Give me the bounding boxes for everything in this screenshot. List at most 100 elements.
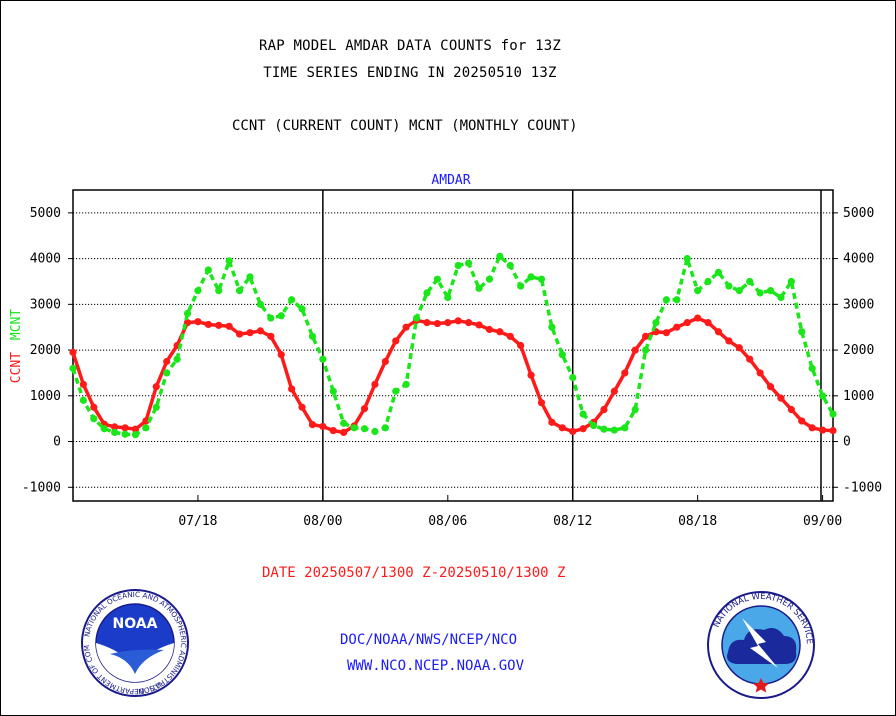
data-point-ccnt xyxy=(329,426,337,435)
data-point-ccnt xyxy=(308,421,317,429)
data-point-ccnt xyxy=(381,357,389,366)
data-point-mcnt xyxy=(569,373,577,382)
data-point-mcnt xyxy=(694,287,702,295)
y-axis-label-ccnt: CCNT xyxy=(9,352,24,383)
data-point-mcnt xyxy=(579,410,587,418)
data-point-ccnt xyxy=(642,332,650,340)
series xyxy=(69,252,837,439)
data-point-ccnt xyxy=(704,319,712,327)
y-tick-label-right: 3000 xyxy=(843,297,874,312)
data-point-ccnt xyxy=(735,344,743,352)
data-point-mcnt xyxy=(235,287,244,295)
data-point-mcnt xyxy=(485,275,494,283)
data-point-mcnt xyxy=(371,427,379,436)
data-point-ccnt xyxy=(204,320,212,329)
date-range: DATE 20250507/1300 Z-20250510/1300 Z xyxy=(262,565,566,581)
data-point-mcnt xyxy=(610,426,618,434)
data-point-mcnt xyxy=(215,287,223,295)
data-point-mcnt xyxy=(756,289,764,297)
series-line-mcnt xyxy=(71,254,835,437)
data-point-ccnt xyxy=(111,423,119,431)
y-axis-right: -1000 0 1000 2000 3000 4000 5000 xyxy=(833,206,882,495)
data-point-ccnt xyxy=(360,405,369,413)
data-point-mcnt xyxy=(829,410,837,418)
data-point-ccnt xyxy=(256,327,264,335)
y-tick-label-right: 1000 xyxy=(843,389,874,404)
data-point-ccnt xyxy=(298,403,306,411)
noaa-logo-icon: NOAA NATIONAL OCEANIC AND ATMOSPHERIC AD… xyxy=(80,588,189,697)
data-point-mcnt xyxy=(537,275,546,283)
data-point-ccnt xyxy=(131,425,140,433)
data-point-mcnt xyxy=(496,252,504,260)
data-point-mcnt xyxy=(621,424,629,432)
data-point-ccnt xyxy=(746,355,754,363)
data-point-mcnt xyxy=(475,284,483,292)
data-point-mcnt xyxy=(465,259,473,267)
y-tick-label-left: 1000 xyxy=(30,389,61,404)
panel-label: AMDAR xyxy=(431,173,470,188)
grid-lines xyxy=(73,212,833,488)
data-point-mcnt xyxy=(329,387,337,395)
data-point-mcnt xyxy=(600,425,608,433)
data-point-mcnt xyxy=(246,273,254,281)
data-point-mcnt xyxy=(319,355,327,363)
data-point-mcnt xyxy=(90,415,98,423)
data-point-mcnt xyxy=(308,332,317,340)
data-point-ccnt xyxy=(423,319,431,327)
data-point-ccnt xyxy=(142,417,150,425)
data-point-ccnt xyxy=(756,369,764,377)
data-point-mcnt xyxy=(111,428,119,436)
data-point-mcnt xyxy=(350,424,358,432)
y-axis-label-mcnt: MCNT xyxy=(9,309,24,340)
data-point-ccnt xyxy=(621,369,629,377)
y-tick-label-left: 4000 xyxy=(30,252,61,267)
doc-link[interactable]: DOC/NOAA/NWS/NCEP/NCO xyxy=(340,632,518,648)
x-axis: 07/18 08/00 08/06 08/12 08/18 09/00 xyxy=(178,495,842,529)
data-point-ccnt xyxy=(163,357,171,366)
chart-subtitle: TIME SERIES ENDING IN 20250510 13Z xyxy=(263,65,557,81)
data-point-ccnt xyxy=(392,337,400,345)
data-point-ccnt xyxy=(610,387,618,395)
data-point-ccnt xyxy=(444,319,452,327)
plot-area xyxy=(72,189,834,502)
data-point-mcnt xyxy=(506,261,514,270)
data-point-mcnt xyxy=(818,392,827,400)
data-point-mcnt xyxy=(725,282,733,290)
data-point-ccnt xyxy=(527,371,535,379)
data-point-ccnt xyxy=(485,325,494,334)
data-point-mcnt xyxy=(360,425,369,433)
x-tick-label: 08/06 xyxy=(428,514,467,529)
data-point-ccnt xyxy=(277,351,285,359)
data-point-mcnt xyxy=(777,293,785,302)
data-point-mcnt xyxy=(798,328,806,336)
y-tick-label-left: 3000 xyxy=(30,297,61,312)
y-tick-label-right: 4000 xyxy=(843,252,874,267)
y-tick-label-left: -1000 xyxy=(22,480,61,495)
x-tick-label: 09/00 xyxy=(803,514,842,529)
data-point-ccnt xyxy=(215,321,223,329)
y-axis-label: CCNT MCNT xyxy=(9,309,24,384)
series-ccnt xyxy=(69,314,837,436)
data-point-mcnt xyxy=(746,277,754,286)
data-point-mcnt xyxy=(808,364,816,372)
data-point-mcnt xyxy=(517,282,525,290)
y-tick-label-right: 0 xyxy=(843,435,851,450)
data-point-ccnt xyxy=(714,328,723,336)
y-axis-left: -1000 0 1000 2000 3000 4000 5000 xyxy=(22,206,73,495)
data-point-mcnt xyxy=(131,431,140,439)
data-point-ccnt xyxy=(235,330,244,338)
series-mcnt xyxy=(69,252,837,439)
data-point-ccnt xyxy=(662,329,671,337)
data-point-mcnt xyxy=(183,309,192,318)
data-point-ccnt xyxy=(558,424,566,432)
data-point-ccnt xyxy=(766,383,775,391)
data-point-ccnt xyxy=(579,425,587,433)
data-point-ccnt xyxy=(537,399,546,407)
data-point-ccnt xyxy=(787,405,795,414)
data-point-ccnt xyxy=(600,405,608,414)
data-point-ccnt xyxy=(829,426,837,435)
website-link[interactable]: WWW.NCO.NCEP.NOAA.GOV xyxy=(347,658,525,674)
data-point-mcnt xyxy=(683,255,691,263)
data-point-ccnt xyxy=(454,317,462,325)
